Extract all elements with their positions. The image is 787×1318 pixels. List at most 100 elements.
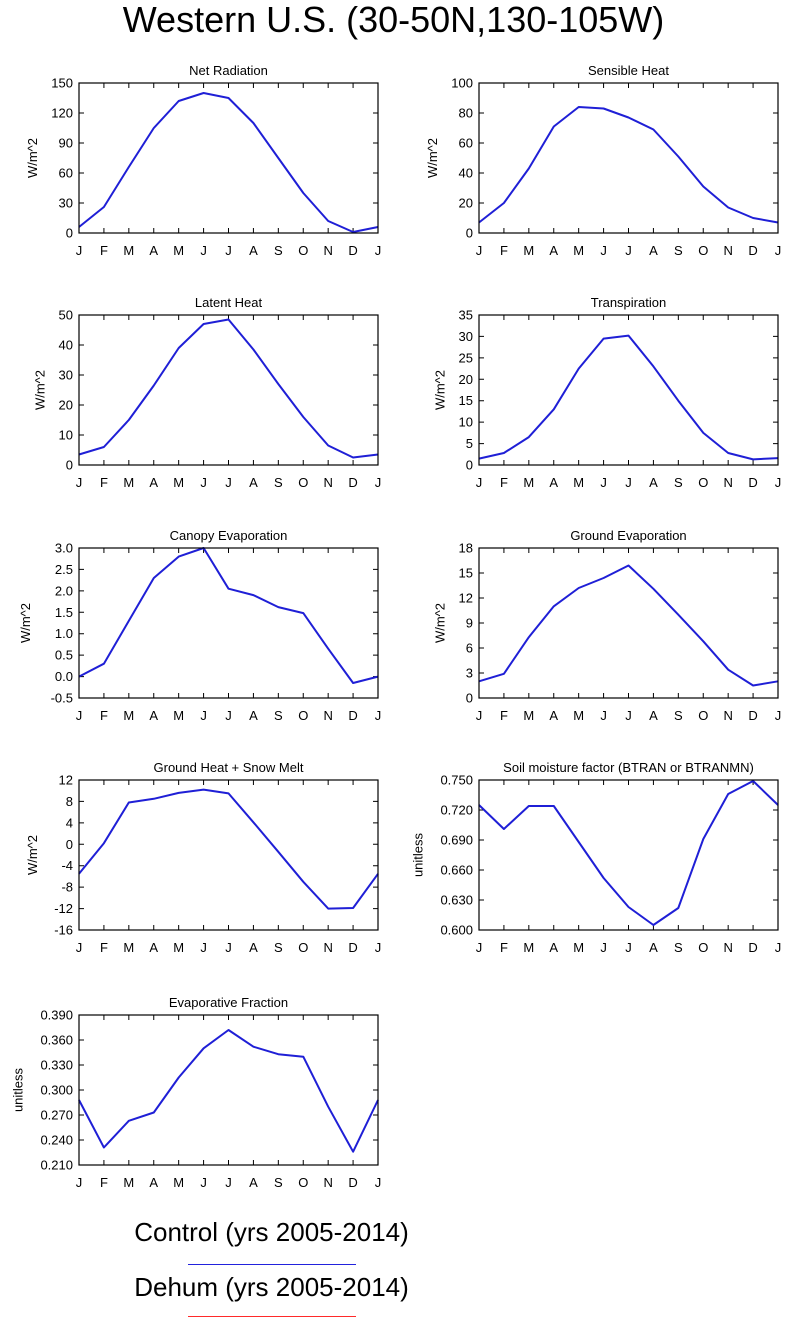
panel-1-x-tick-label: M [173,243,184,258]
panel-6-x-tick-label: J [775,708,782,723]
panel-8-y-tick-label: 0.690 [440,833,473,848]
panel-4-x-tick-label: S [674,475,683,490]
panel-7-x-tick-label: J [225,940,232,955]
panel-1-x-tick-label: J [375,243,382,258]
panel-3-y-tick-label: 50 [59,308,73,323]
panel-9-x-tick-label: O [298,1175,308,1190]
panel-3-x-tick-label: O [298,475,308,490]
panel-4-y-tick-label: 30 [459,329,473,344]
panel-8-x-tick-label: O [698,940,708,955]
panel-9-y-tick-label: 0.210 [40,1158,73,1173]
panel-7-x-tick-label: J [76,940,83,955]
panel-2-x-tick-label: F [500,243,508,258]
panel-4-y-tick-label: 15 [459,393,473,408]
panel-4-x-tick-label: M [573,475,584,490]
panel-4-x-tick-label: J [775,475,782,490]
panel-9-x-tick-label: M [173,1175,184,1190]
panel-6-x-tick-label: S [674,708,683,723]
panel-7-x-tick-label: N [323,940,332,955]
panel-9-x-tick-label: D [348,1175,357,1190]
panel-5-x-tick-label: D [348,708,357,723]
panel-5-x-tick-label: J [76,708,83,723]
panel-8-y-tick-label: 0.750 [440,773,473,788]
panel-2-x-tick-label: M [573,243,584,258]
panel-7-series-line [78,788,379,910]
panel-7-x-tick-label: M [123,940,134,955]
panel-7-y-tick-label: -16 [54,923,73,938]
panel-3-y-tick-label: 40 [59,338,73,353]
panel-9-y-tick-label: 0.300 [40,1083,73,1098]
panel-2-title: Sensible Heat [588,63,669,78]
panel-6-y-tick-label: 18 [459,541,473,556]
panel-2-x-tick-label: J [600,243,607,258]
panel-1-x-tick-label: F [100,243,108,258]
panel-1-x-tick-label: A [249,243,258,258]
panel-2-y-tick-label: 0 [466,226,473,241]
panel-1-y-tick-label: 30 [59,196,73,211]
panel-7-y-tick-label: 12 [59,773,73,788]
panel-6-series-line [478,564,779,687]
panel-8-x-tick-label: J [476,940,483,955]
panel-6-x-tick-label: J [476,708,483,723]
panel-3-y-tick-label: 10 [59,428,73,443]
panel-8-x-tick-label: M [523,940,534,955]
panel-4-x-tick-label: O [698,475,708,490]
panel-5-y-tick-label: -0.5 [51,691,73,706]
panel-7-y-tick-label: -8 [61,880,73,895]
panel-2-y-axis-label: W/m^2 [425,138,440,178]
panel-6-x-tick-label: M [573,708,584,723]
panel-3-y-tick-label: 20 [59,398,73,413]
panel-9-x-tick-label: N [323,1175,332,1190]
panel-5-y-tick-label: 2.0 [55,583,73,598]
panel-7-y-tick-label: 4 [66,815,73,830]
panel-8-frame [478,779,779,931]
panel-9-x-tick-label: J [76,1175,83,1190]
panel-5-y-tick-label: 1.0 [55,626,73,641]
panel-4-x-tick-label: A [549,475,558,490]
panel-9-x-tick-label: S [274,1175,283,1190]
panel-3-x-tick-label: D [348,475,357,490]
panel-2-y-tick-label: 40 [459,166,473,181]
panel-7-y-tick-label: -4 [61,858,73,873]
panel-5-x-tick-label: J [200,708,207,723]
panel-8-y-tick-label: 0.600 [440,923,473,938]
panel-7-x-tick-label: S [274,940,283,955]
panel-6-y-tick-label: 0 [466,691,473,706]
panel-3-frame [78,314,379,466]
panel-4-y-tick-label: 25 [459,350,473,365]
panel-6-x-tick-label: D [748,708,757,723]
panel-3-x-tick-label: A [149,475,158,490]
legend-label-dehum: Dehum (yrs 2005-2014) [134,1272,409,1302]
panel-8-x-tick-label: J [775,940,782,955]
panel-1-x-tick-label: J [76,243,83,258]
panel-5-x-tick-label: F [100,708,108,723]
panel-4-y-tick-label: 0 [466,458,473,473]
panel-5-x-tick-label: S [274,708,283,723]
panel-4-x-tick-label: J [600,475,607,490]
panel-4-x-tick-label: N [723,475,732,490]
panel-5-y-tick-label: 0.0 [55,669,73,684]
panel-8-y-tick-label: 0.630 [440,893,473,908]
panel-9-y-axis-label: unitless [11,1067,26,1112]
panel-1-x-tick-label: J [225,243,232,258]
figure-title: Western U.S. (30-50N,130-105W) [122,0,665,40]
panel-4-y-tick-label: 20 [459,372,473,387]
panel-7-y-tick-label: 8 [66,794,73,809]
panel-9-frame [78,1014,379,1166]
panel-9-title: Evaporative Fraction [169,995,288,1010]
panel-7-x-tick-label: A [149,940,158,955]
panel-3-x-tick-label: M [173,475,184,490]
panel-6-x-tick-label: F [500,708,508,723]
panel-1-y-tick-label: 120 [51,106,73,121]
panel-3-x-tick-label: J [375,475,382,490]
panel-3-x-tick-label: J [225,475,232,490]
panel-8-x-tick-label: D [748,940,757,955]
panel-5-y-tick-label: 2.5 [55,562,73,577]
panel-9-tick-marks [78,1014,379,1166]
panel-7-title: Ground Heat + Snow Melt [154,760,304,775]
panel-2-x-tick-label: S [674,243,683,258]
panel-7-y-tick-label: 0 [66,837,73,852]
panel-5-x-tick-label: N [323,708,332,723]
panel-5-series-line [78,547,379,684]
panel-7-x-tick-label: D [348,940,357,955]
